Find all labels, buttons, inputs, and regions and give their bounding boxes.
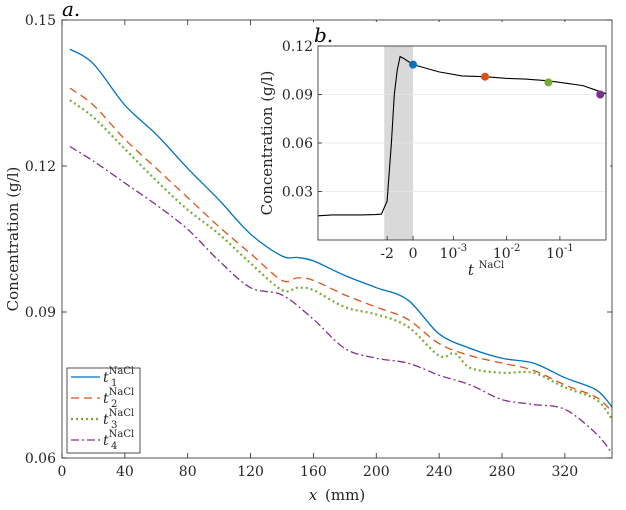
inset-x-tick-label: 10-2 bbox=[493, 243, 521, 262]
main-y-ticks: 0.06 0.09 0.12 0.15 bbox=[25, 13, 612, 467]
main-x-ticks: 0 40 80 120 160 200 240 280 320 bbox=[58, 20, 578, 480]
series-line-t3 bbox=[69, 99, 613, 420]
main-y-tick-label: 0.09 bbox=[25, 305, 56, 321]
inset-background bbox=[312, 22, 610, 244]
inset-x-axis-var: t bbox=[468, 261, 475, 279]
inset-x-ticks: -2 0 10-3 10-2 10-1 bbox=[380, 236, 574, 262]
series-line-t2 bbox=[69, 87, 613, 413]
inset-markers bbox=[409, 60, 605, 99]
main-x-tick-label: 160 bbox=[300, 464, 327, 480]
main-x-tick-label: 80 bbox=[179, 464, 197, 480]
inset-y-tick-label: 0.03 bbox=[282, 185, 313, 201]
main-x-tick-label: 0 bbox=[58, 464, 67, 480]
legend-label-t1: tNaCl 1 bbox=[103, 366, 134, 389]
inset-x-axis-label: t NaCl bbox=[468, 260, 504, 279]
series-line-t1 bbox=[69, 48, 613, 408]
inset-x-tick-label: -2 bbox=[380, 246, 394, 262]
inset-marker-t1 bbox=[409, 60, 418, 69]
main-x-axis-unit: (mm) bbox=[325, 486, 365, 504]
panel-label-a: a. bbox=[62, 0, 80, 21]
inset-x-tick-label: 0 bbox=[409, 246, 418, 262]
inset-marker-t3 bbox=[544, 78, 553, 87]
inset-marker-t2 bbox=[481, 72, 490, 81]
inset-y-tick-label: 0.12 bbox=[282, 39, 313, 55]
inset-y-axis-label: Concentration (g/l) bbox=[258, 71, 276, 216]
main-x-axis-var: x bbox=[309, 486, 318, 504]
inset-plot bbox=[312, 22, 610, 244]
main-x-tick-label: 280 bbox=[489, 464, 516, 480]
inset-y-tick-label: 0.06 bbox=[282, 136, 313, 152]
main-x-tick-label: 240 bbox=[426, 464, 453, 480]
main-y-tick-label: 0.12 bbox=[25, 159, 56, 175]
legend-label-t3: tNaCl 3 bbox=[103, 408, 134, 431]
inset-axes-box bbox=[317, 45, 607, 241]
inset-x-tick-label: 10-3 bbox=[440, 243, 468, 262]
main-y-tick-label: 0.15 bbox=[25, 13, 56, 29]
inset-x-tick-label: 10-1 bbox=[546, 243, 574, 262]
panel-label-b: b. bbox=[314, 23, 333, 47]
main-x-axis-label: x (mm) bbox=[309, 486, 365, 504]
main-x-tick-label: 40 bbox=[116, 464, 134, 480]
main-y-axis-label: Concentration (g/l) bbox=[4, 167, 22, 312]
main-series-lines bbox=[69, 48, 613, 454]
legend-label-t4: tNaCl 4 bbox=[103, 429, 134, 452]
inset-marker-t4 bbox=[596, 90, 605, 99]
inset-y-tick-label: 0.09 bbox=[282, 88, 313, 104]
legend-box bbox=[66, 367, 141, 454]
main-x-tick-label: 200 bbox=[363, 464, 390, 480]
main-x-tick-label: 320 bbox=[551, 464, 578, 480]
legend-label-t2: tNaCl 2 bbox=[103, 387, 134, 410]
main-axes-box bbox=[61, 19, 613, 459]
main-x-tick-label: 120 bbox=[237, 464, 264, 480]
main-y-tick-label: 0.06 bbox=[25, 451, 56, 467]
inset-x-axis-sup: NaCl bbox=[479, 260, 505, 271]
